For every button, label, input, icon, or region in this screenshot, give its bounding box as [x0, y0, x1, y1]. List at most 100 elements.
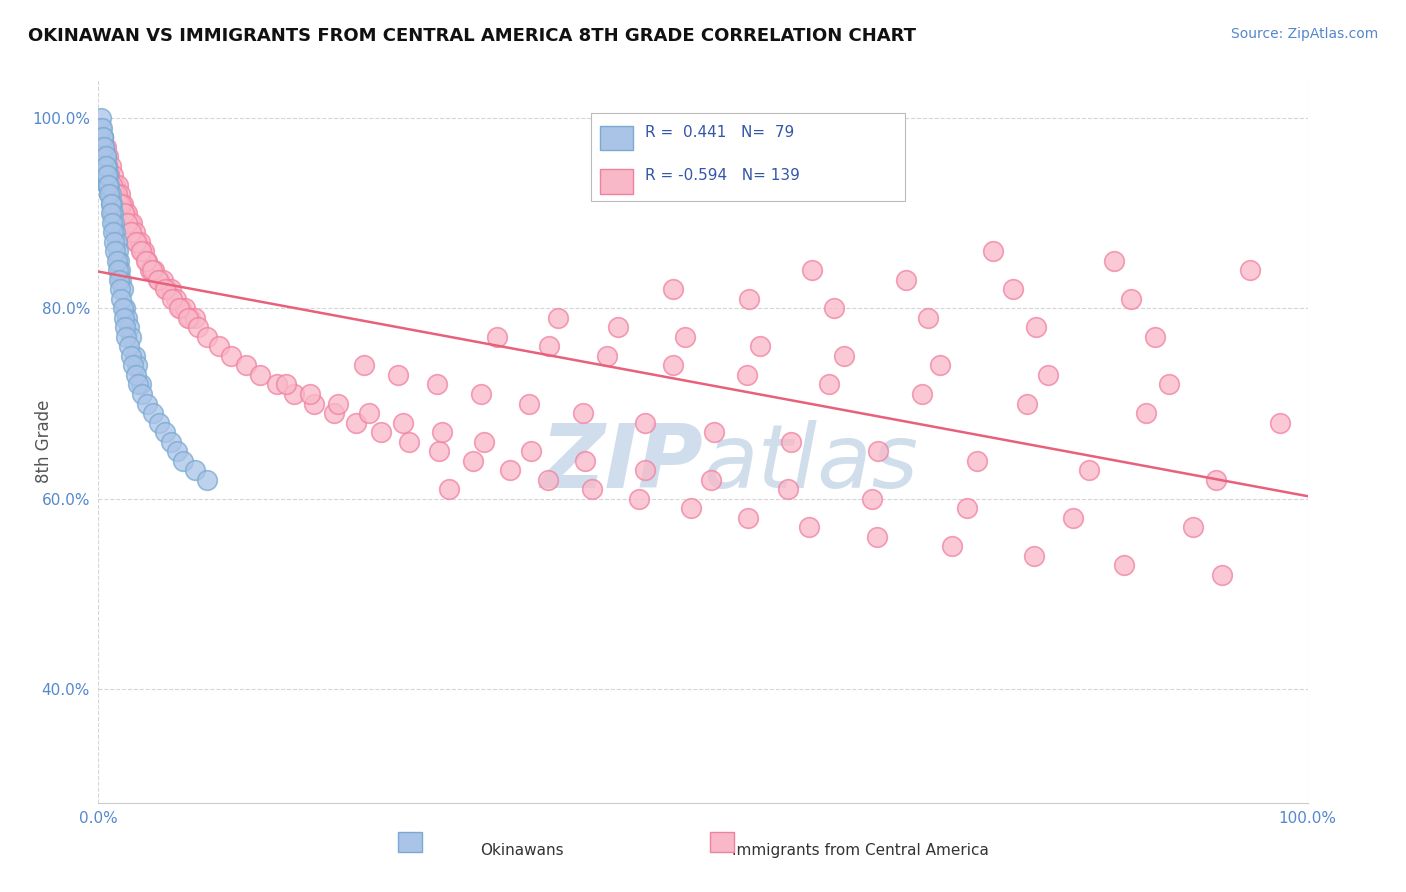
- Point: [153, 425, 176, 439]
- Point: [90, 140, 112, 154]
- Point: [91, 149, 114, 163]
- Point: [166, 444, 188, 458]
- Point: [581, 482, 603, 496]
- Text: R = -0.594   N= 139: R = -0.594 N= 139: [645, 168, 800, 183]
- Point: [91, 140, 114, 154]
- Point: [100, 187, 122, 202]
- Point: [91, 120, 114, 135]
- Point: [129, 377, 152, 392]
- Point: [398, 434, 420, 449]
- Point: [470, 387, 492, 401]
- Point: [108, 282, 131, 296]
- Point: [105, 235, 128, 249]
- Point: [96, 169, 118, 183]
- Point: [97, 169, 120, 183]
- Point: [105, 187, 128, 202]
- Point: [634, 463, 657, 477]
- Point: [91, 130, 114, 145]
- Point: [679, 501, 702, 516]
- Point: [139, 263, 162, 277]
- Point: [101, 226, 124, 240]
- Point: [103, 187, 125, 202]
- Point: [111, 282, 134, 296]
- Point: [120, 330, 142, 344]
- Point: [103, 216, 125, 230]
- Point: [100, 197, 122, 211]
- Point: [627, 491, 650, 506]
- Point: [800, 263, 823, 277]
- Point: [392, 416, 415, 430]
- Point: [97, 178, 120, 192]
- Point: [1144, 330, 1167, 344]
- Point: [634, 416, 657, 430]
- Point: [142, 406, 165, 420]
- Point: [146, 273, 169, 287]
- Point: [169, 301, 191, 316]
- Point: [748, 339, 770, 353]
- Point: [208, 339, 231, 353]
- Point: [96, 159, 118, 173]
- Point: [1015, 396, 1038, 410]
- Point: [463, 453, 485, 467]
- Point: [323, 406, 346, 420]
- Point: [172, 453, 194, 467]
- Point: [98, 169, 121, 183]
- Point: [517, 396, 540, 410]
- Point: [107, 263, 129, 277]
- Point: [91, 159, 114, 173]
- Point: [894, 273, 917, 287]
- Text: ZIP: ZIP: [540, 420, 703, 507]
- Point: [1001, 282, 1024, 296]
- Point: [115, 330, 138, 344]
- Point: [112, 310, 135, 325]
- Point: [283, 387, 305, 401]
- Point: [184, 463, 207, 477]
- Point: [661, 282, 683, 296]
- Point: [100, 206, 122, 220]
- Point: [148, 416, 170, 430]
- Point: [737, 510, 759, 524]
- Text: OKINAWAN VS IMMIGRANTS FROM CENTRAL AMERICA 8TH GRADE CORRELATION CHART: OKINAWAN VS IMMIGRANTS FROM CENTRAL AMER…: [28, 27, 917, 45]
- Point: [135, 254, 157, 268]
- Point: [148, 273, 170, 287]
- Point: [834, 349, 856, 363]
- Point: [96, 159, 118, 173]
- Point: [1077, 463, 1099, 477]
- Point: [100, 159, 122, 173]
- Point: [112, 206, 135, 220]
- Point: [94, 140, 117, 154]
- Point: [94, 159, 117, 173]
- Point: [108, 197, 131, 211]
- Point: [1062, 510, 1084, 524]
- Point: [249, 368, 271, 382]
- Point: [129, 244, 152, 259]
- Point: [941, 539, 963, 553]
- Point: [153, 282, 176, 296]
- Text: Immigrants from Central America: Immigrants from Central America: [731, 843, 988, 857]
- Point: [917, 310, 939, 325]
- Point: [114, 206, 136, 220]
- Point: [472, 434, 495, 449]
- Point: [235, 359, 257, 373]
- Point: [131, 244, 153, 259]
- Point: [1102, 254, 1125, 268]
- Point: [104, 178, 127, 192]
- Point: [135, 254, 157, 268]
- Point: [93, 149, 115, 163]
- Point: [344, 416, 367, 430]
- Point: [104, 244, 127, 259]
- Point: [108, 254, 131, 268]
- Point: [326, 396, 349, 410]
- Point: [184, 310, 207, 325]
- Point: [776, 482, 799, 496]
- Point: [124, 226, 146, 240]
- Text: 8th Grade: 8th Grade: [35, 400, 53, 483]
- Point: [131, 387, 153, 401]
- Point: [661, 359, 683, 373]
- Point: [127, 377, 149, 392]
- Point: [122, 359, 145, 373]
- Point: [107, 244, 129, 259]
- Point: [520, 444, 543, 458]
- Point: [93, 149, 115, 163]
- Point: [97, 149, 120, 163]
